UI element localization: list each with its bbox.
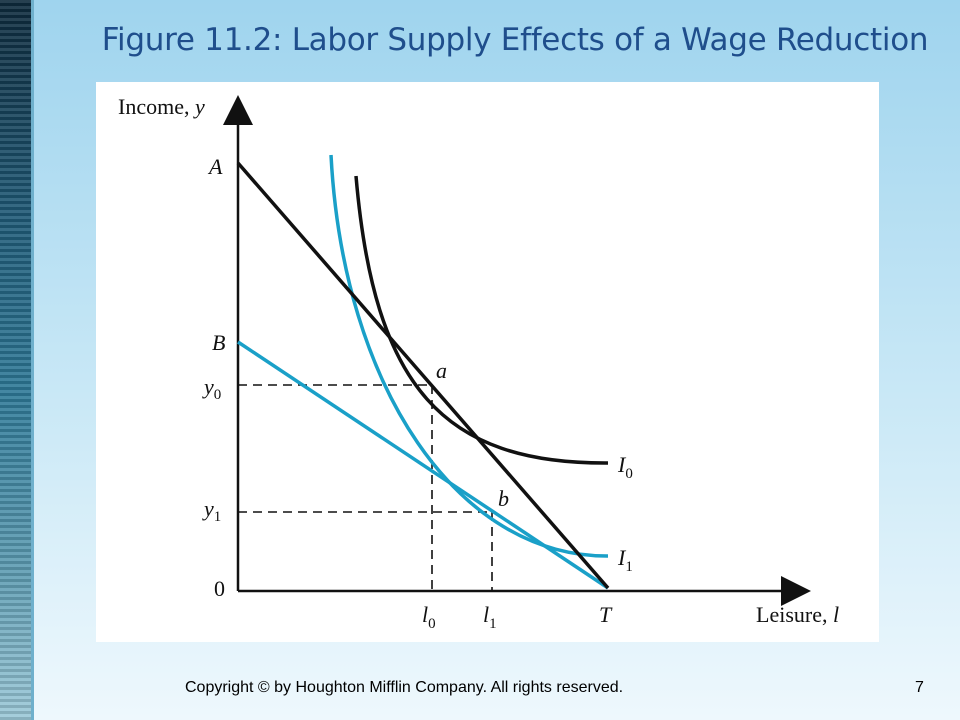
l0-label: l0 — [422, 602, 436, 632]
figure-panel: A B a b T 0 y0 y1 l0 l1 I0 I1 Income, y — [96, 82, 879, 642]
y-axis-title: Income, y — [118, 94, 205, 119]
point-label-t: T — [599, 602, 613, 627]
y1-label: y1 — [202, 496, 221, 525]
indifference-curve-i1 — [329, 154, 609, 558]
slide-title: Figure 11.2: Labor Supply Effects of a W… — [101, 22, 929, 58]
curve-label-i0: I0 — [617, 452, 633, 482]
point-label-b: b — [498, 486, 509, 511]
copyright-footer: Copyright © by Houghton Mifflin Company.… — [185, 679, 624, 696]
x-axis-title: Leisure, l — [756, 602, 839, 627]
point-label-a: a — [436, 358, 447, 383]
budget-line-original — [236, 161, 610, 590]
origin-label: 0 — [214, 576, 225, 601]
indifference-curve-i0 — [354, 175, 609, 465]
decorative-side-strip — [0, 0, 34, 720]
curve-label-i1: I1 — [617, 545, 633, 575]
point-label-a-upper: A — [207, 154, 223, 179]
y0-label: y0 — [202, 374, 221, 403]
page-number: 7 — [915, 679, 924, 696]
point-label-b-upper: B — [212, 330, 225, 355]
budget-line-new — [237, 340, 609, 590]
l1-label: l1 — [483, 602, 497, 632]
labor-supply-diagram: A B a b T 0 y0 y1 l0 l1 I0 I1 Income, y — [118, 94, 839, 632]
